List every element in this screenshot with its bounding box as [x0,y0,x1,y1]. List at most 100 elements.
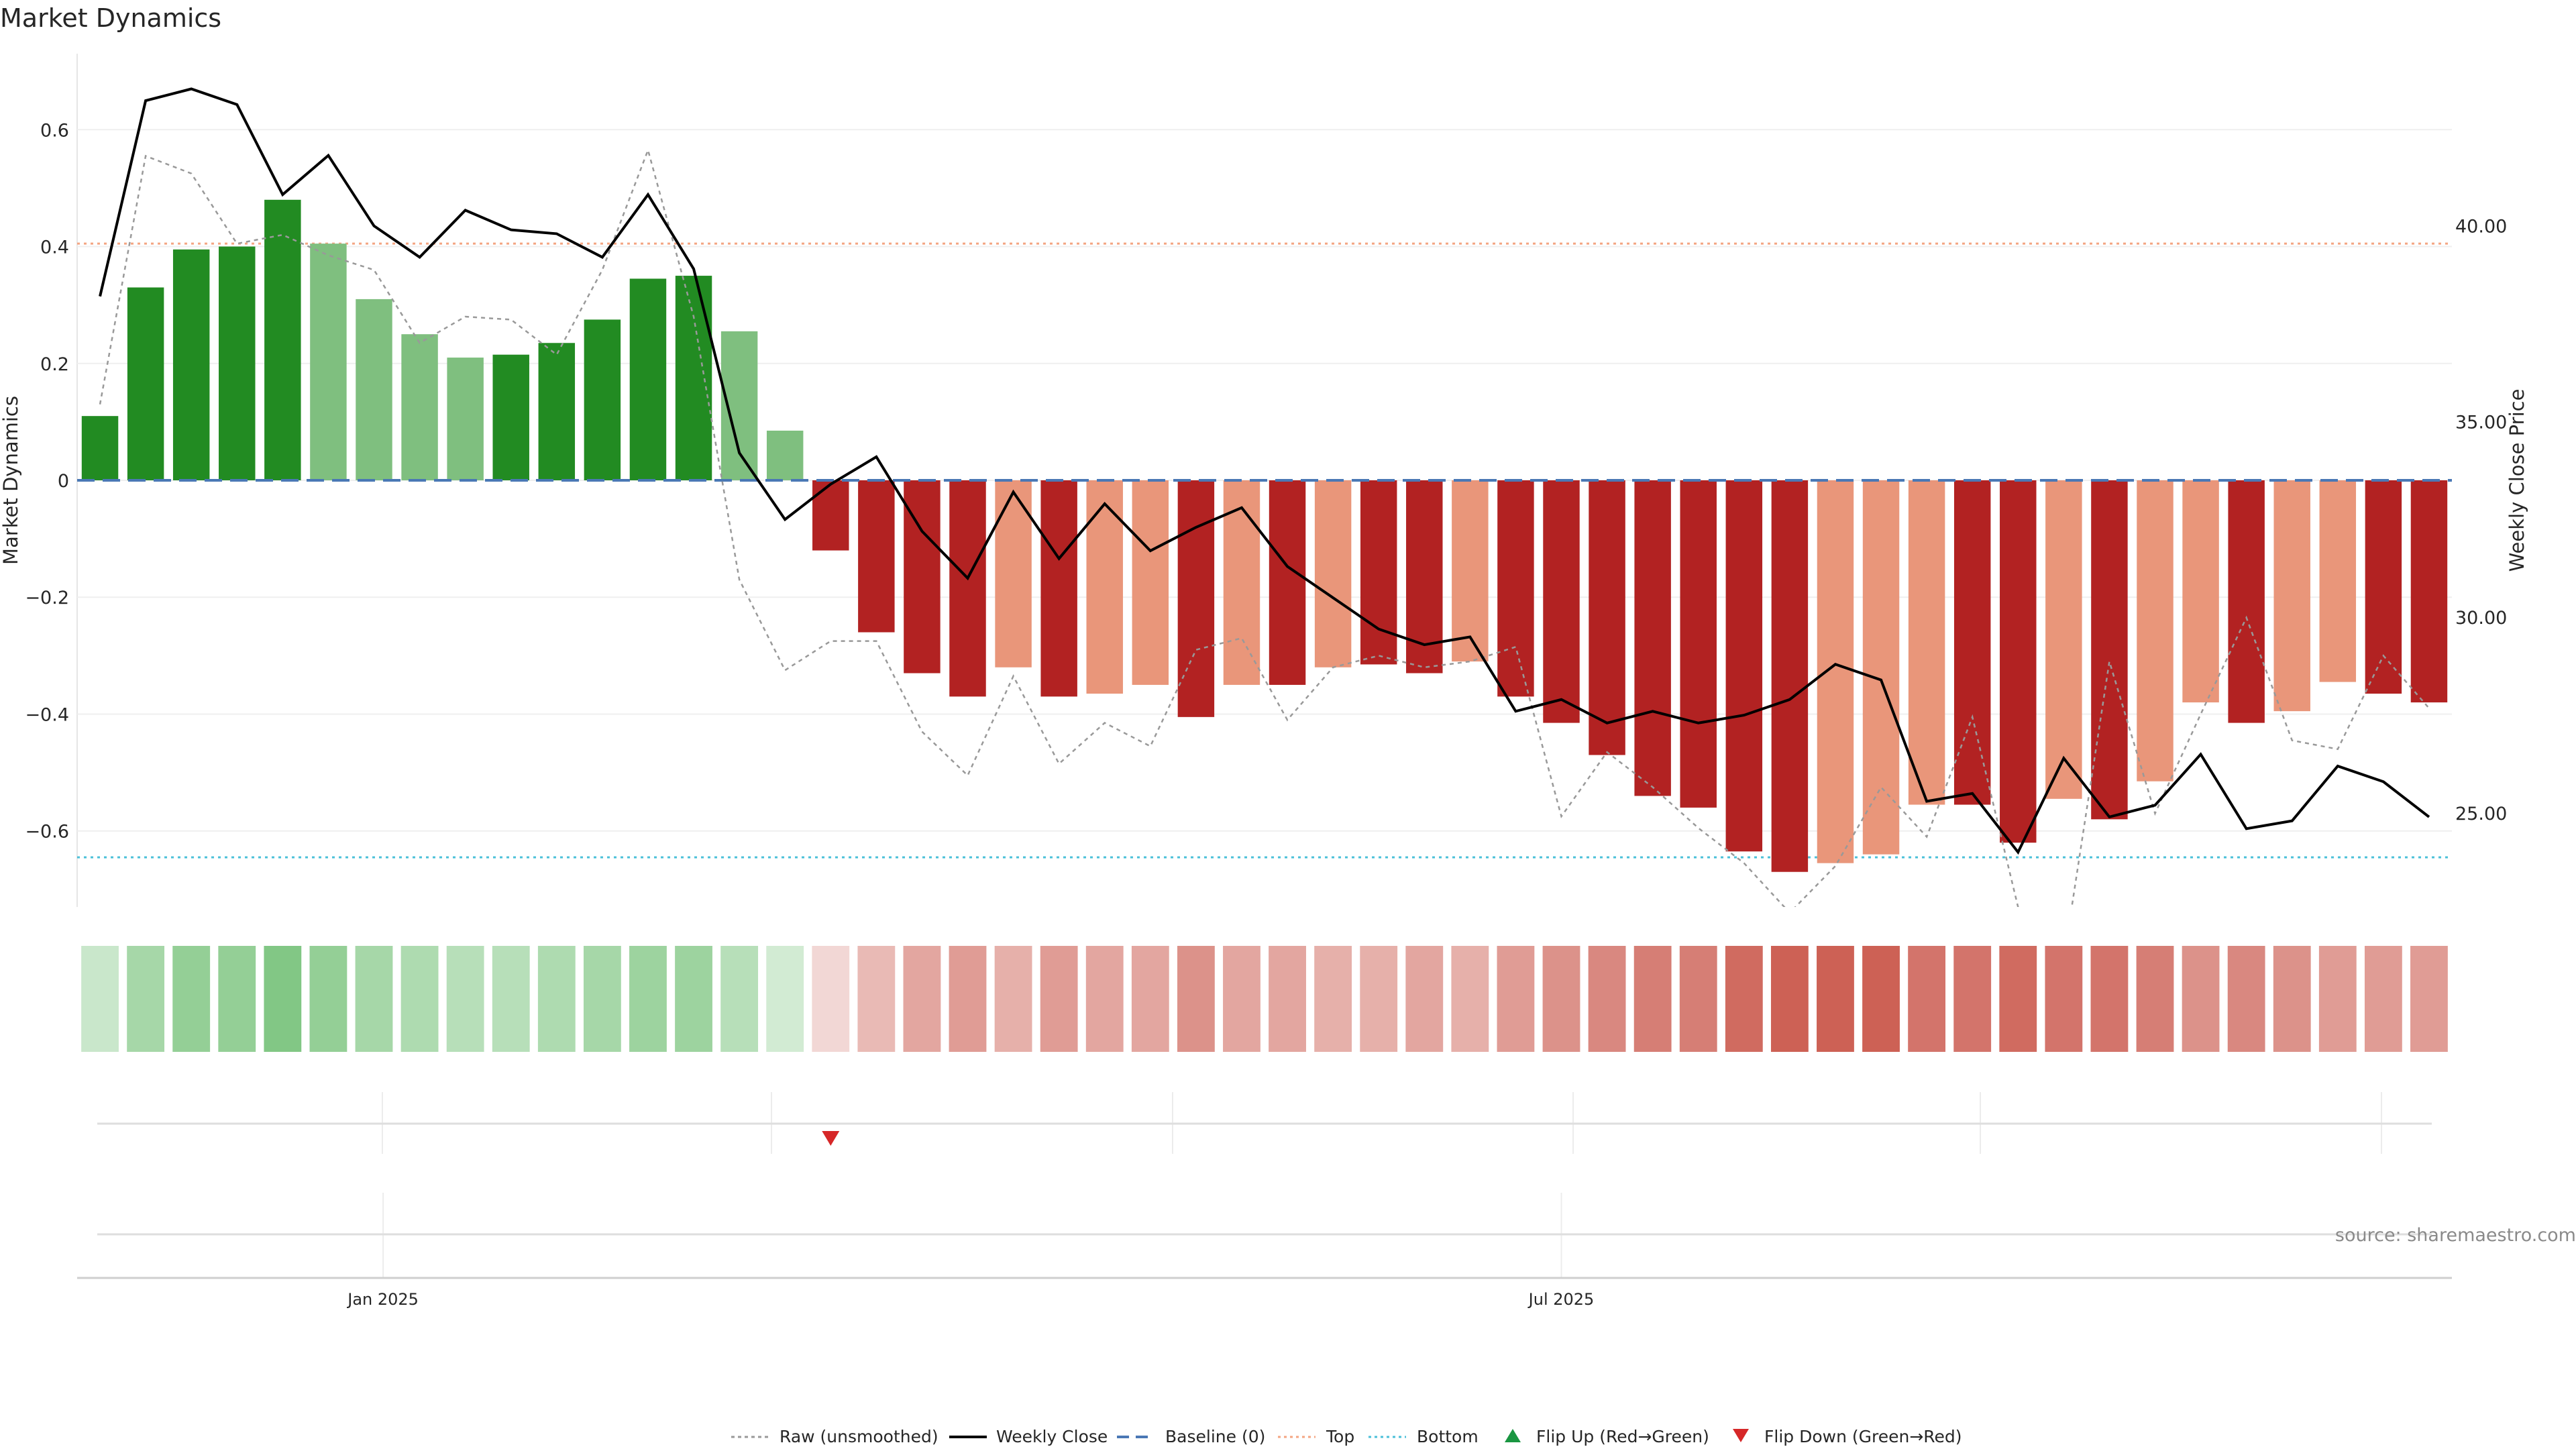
heat-cell [629,946,667,1052]
momentum-bar [1953,480,1991,805]
momentum-bar [2273,480,2310,712]
legend-flip-up-swatch [1505,1429,1521,1442]
y-tick-label: −0.2 [25,588,69,608]
momentum-bar [2228,480,2265,723]
momentum-bar [1360,480,1397,665]
heat-cell [2136,946,2174,1052]
momentum-bar [2410,480,2448,703]
heat-cell [812,946,850,1052]
momentum-bar [584,319,621,480]
momentum-bar [2137,480,2174,782]
momentum-bar [2365,480,2402,694]
legend-label: Top [1326,1427,1354,1446]
momentum-bar [219,246,256,480]
heat-cell [1953,946,1992,1052]
momentum-bar [538,343,576,480]
heat-cell [2364,946,2402,1052]
momentum-bar [2182,480,2219,703]
heat-cell [1497,946,1535,1052]
momentum-bar [949,480,986,697]
momentum-bar [492,354,529,480]
heat-cell [2227,946,2265,1052]
heat-cell [1360,946,1398,1052]
momentum-bar [2000,480,2037,843]
momentum-bar [766,430,804,480]
x-tick-label: Jul 2025 [1527,1290,1595,1309]
lower-panel: Jan 2025 Jul 2025 [77,1193,2452,1309]
heat-cell [446,946,484,1052]
heat-cell [949,946,987,1052]
axis-labels: 0.6 0.4 0.2 0 −0.2 −0.4 −0.6 40.00 35.00 30.00 25.… [25,120,2507,842]
legend-label: Bottom [1417,1427,1479,1446]
heat-cell [309,946,347,1052]
weekly-close-line [99,87,2430,855]
y2-tick-label: 40.00 [2455,217,2507,237]
heat-cell [1314,946,1352,1052]
heat-cell [675,946,712,1052]
momentum-bar [1314,480,1352,667]
momentum-bar [2091,480,2128,820]
heat-cell [355,946,393,1052]
legend: Raw (unsmoothed) Weekly Close Baseline (0)… [731,1427,1962,1446]
heat-cell [720,946,759,1052]
momentum-bar [356,299,392,480]
heat-cell [1588,946,1626,1052]
heat-cell [127,946,165,1052]
momentum-bar [1040,480,1077,697]
source-note: source: sharemaestro.com [2335,1225,2576,1246]
y-tick-label: −0.4 [25,704,69,725]
heat-cell [1451,946,1489,1052]
heat-cell [264,946,302,1052]
momentum-bar [1908,480,1945,805]
legend-label: Flip Down (Green→Red) [1764,1427,1962,1446]
momentum-bar [1223,480,1260,685]
heat-cell [1817,946,1854,1052]
momentum-bar [1269,480,1306,685]
heat-cell [2410,946,2448,1052]
momentum-bar [1543,480,1580,723]
heat-cell [766,946,804,1052]
momentum-bar [1452,480,1489,662]
momentum-bars [81,199,2448,872]
momentum-bar [1177,480,1215,717]
heat-cell [583,946,621,1052]
momentum-bar [1817,480,1854,863]
momentum-bar [1589,480,1625,755]
heat-cell [994,946,1032,1052]
heat-cell [2182,946,2220,1052]
momentum-bar [2319,480,2357,682]
momentum-bar [1862,480,1900,855]
heat-cell [2090,946,2129,1052]
momentum-bar [264,199,301,480]
heat-cell [2273,946,2311,1052]
heat-cell [1269,946,1306,1052]
heat-cell [2045,946,2083,1052]
momentum-bar [675,276,712,480]
momentum-bar [401,334,438,480]
heat-cell [1770,946,1809,1052]
x-tick-label: Jan 2025 [346,1290,419,1309]
heat-cell [218,946,256,1052]
momentum-bar [2045,480,2082,799]
chart-title: Market Dynamics [0,3,221,33]
momentum-bar [858,480,895,633]
heat-cell [1131,946,1169,1052]
heat-cell [537,946,576,1052]
heat-cell [1725,946,1763,1052]
y-tick-label: 0.4 [40,237,69,258]
heat-cell [81,946,119,1052]
y-tick-label: 0.6 [40,120,69,141]
momentum-bar [812,480,849,551]
heat-cell [172,946,211,1052]
heat-cell [1085,946,1124,1052]
momentum-bar [447,358,484,480]
legend-label: Raw (unsmoothed) [780,1427,938,1446]
y2-tick-label: 25.00 [2455,804,2507,824]
y-tick-label: 0.2 [40,354,69,375]
momentum-bar [629,278,667,480]
heat-cell [2318,946,2357,1052]
legend-flip-down-swatch [1733,1429,1749,1442]
momentum-bar [310,244,347,480]
heat-cell [492,946,530,1052]
